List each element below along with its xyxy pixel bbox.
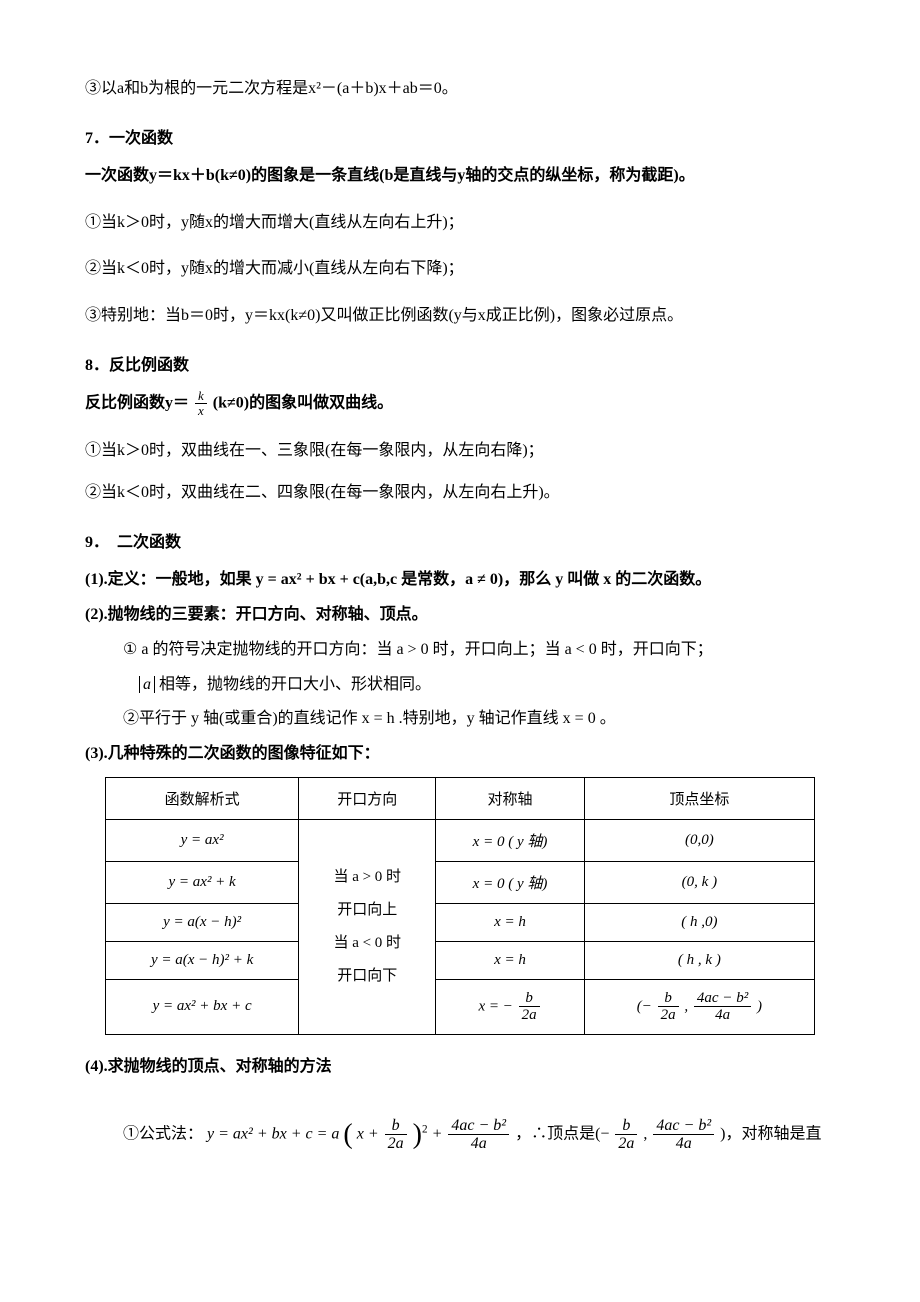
text: ②当k＜0时，y随x的增大而减小(直线从左向右下降)； (85, 260, 464, 277)
inverse-case-2: ②当k＜0时，双曲线在二、四象限(在每一象限内，从左向右上升)。 (85, 479, 835, 508)
inverse-case-1: ①当k＞0时，双曲线在一、三象限(在每一象限内，从左向右降)； (85, 437, 835, 466)
heading-linear-function: 7．一次函数 (85, 124, 835, 148)
text: (3).几种特殊的二次函数的图像特征如下： (85, 745, 380, 762)
text: ②当k＜0时，双曲线在二、四象限(在每一象限内，从左向右上升)。 (85, 484, 560, 501)
vertex-cell: ( h ,0) (584, 903, 814, 941)
text-post: (k≠0)的图象叫做双曲线。 (213, 394, 393, 411)
formula-a: y = ax² + bx + c = a (207, 1125, 339, 1142)
text: ① a 的符号决定抛物线的开口方向：当 a > 0 时，开口向上；当 a < 0… (123, 641, 713, 658)
parabola-axis-parallel: ②平行于 y 轴(或重合)的直线记作 x = h .特别地，y 轴记作直线 x … (85, 705, 835, 734)
linear-case-2: ②当k＜0时，y随x的增大而减小(直线从左向右下降)； (85, 255, 835, 284)
frac-b-2a-2: b 2a (615, 1117, 637, 1153)
func-cell: y = ax² (106, 819, 299, 861)
heading-inverse-function: 8．反比例函数 (85, 351, 835, 375)
vertex-cell: (0,0) (584, 819, 814, 861)
header-direction: 开口方向 (299, 777, 436, 819)
table-row: y = ax² 当 a > 0 时 开口向上 当 a < 0 时 开口向下 x … (106, 819, 815, 861)
dir-line4: 开口向下 (337, 968, 397, 984)
inverse-function-def: 反比例函数y＝ k x (k≠0)的图象叫做双曲线。 (85, 389, 835, 419)
text: ①当k＞0时，双曲线在一、三象限(在每一象限内，从左向右降)； (85, 442, 544, 459)
vertex-cell: ( h , k ) (584, 941, 814, 979)
axis-cell: x = 0 ( y 轴) (436, 819, 584, 861)
axis-cell: x = 0 ( y 轴) (436, 861, 584, 903)
text: ③特别地：当b＝0时，y＝kx(k≠0)又叫做正比例函数(y与x成正比例)，图象… (85, 307, 683, 324)
text: ②平行于 y 轴(或重合)的直线记作 x = h .特别地，y 轴记作直线 x … (123, 710, 616, 727)
quadratic-forms-table: 函数解析式 开口方向 对称轴 顶点坐标 y = ax² 当 a > 0 时 开口… (105, 777, 815, 1035)
heading-text: 7．一次函数 (85, 130, 173, 147)
header-function: 函数解析式 (106, 777, 299, 819)
text: ①当k＞0时，y随x的增大而增大(直线从左向右上升)； (85, 214, 464, 231)
frac-b-2a-1: b 2a (385, 1117, 407, 1153)
direction-cell: 当 a > 0 时 开口向上 当 a < 0 时 开口向下 (299, 819, 436, 1034)
table-row: y = a(x − h)² + k x = h ( h , k ) (106, 941, 815, 979)
vertex-frac-1: b 2a (658, 990, 679, 1024)
text-pre: ①公式法： (123, 1125, 203, 1142)
linear-case-1: ①当k＞0时，y随x的增大而增大(直线从左向右上升)； (85, 209, 835, 238)
axis-cell: x = h (436, 903, 584, 941)
text: ③以a和b为根的一元二次方程是x²－(a＋b)x＋ab＝0。 (85, 80, 458, 97)
frac-4ac-b2-1: 4ac − b² 4a (448, 1117, 509, 1153)
vertex-cell: (− b 2a , 4ac − b² 4a ) (584, 979, 814, 1034)
text: (4).求抛物线的顶点、对称轴的方法 (85, 1058, 332, 1075)
denominator: x (195, 404, 207, 418)
text: 相等，抛物线的开口大小、形状相同。 (159, 676, 431, 693)
axis-fraction: b 2a (519, 990, 540, 1024)
dir-line2: 开口向上 (337, 902, 397, 918)
formula-method: ①公式法： y = ax² + bx + c = a ( x + b 2a )2… (85, 1100, 835, 1170)
vertex-pre: (− (637, 998, 652, 1014)
heading-text: 8．反比例函数 (85, 357, 189, 374)
func-cell: y = ax² + bx + c (106, 979, 299, 1034)
linear-case-3: ③特别地：当b＝0时，y＝kx(k≠0)又叫做正比例函数(y与x成正比例)，图象… (85, 302, 835, 331)
dir-line3: 当 a < 0 时 (333, 935, 401, 951)
numerator: k (195, 389, 207, 404)
fraction-k-over-x: k x (195, 389, 207, 419)
quadratic-definition: (1).定义：一般地，如果 y = ax² + bx + c(a,b,c 是常数… (85, 566, 835, 595)
special-quadratic-heading: (3).几种特殊的二次函数的图像特征如下： (85, 740, 835, 769)
heading-text: 9． 二次函数 (85, 534, 181, 551)
func-cell: y = a(x − h)² (106, 903, 299, 941)
linear-function-def: 一次函数y＝kx＋b(k≠0)的图象是一条直线(b是直线与y轴的交点的纵坐标，称… (85, 162, 835, 191)
axis-cell: x = h (436, 941, 584, 979)
frac-4ac-b2-2: 4ac − b² 4a (653, 1117, 714, 1153)
formula-c: + (432, 1125, 447, 1142)
axis-cell: x = − b 2a (436, 979, 584, 1034)
parabola-three-elements: (2).抛物线的三要素：开口方向、对称轴、顶点。 (85, 601, 835, 630)
formula-f: )，对称轴是直 (720, 1125, 821, 1142)
formula-e: , (643, 1125, 651, 1142)
table-header-row: 函数解析式 开口方向 对称轴 顶点坐标 (106, 777, 815, 819)
axis-pre: x = − (478, 998, 512, 1014)
table-row: y = a(x − h)² x = h ( h ,0) (106, 903, 815, 941)
header-axis: 对称轴 (436, 777, 584, 819)
header-vertex: 顶点坐标 (584, 777, 814, 819)
parabola-abs-a: a 相等，抛物线的开口大小、形状相同。 (85, 671, 835, 700)
table-row: y = ax² + k x = 0 ( y 轴) (0, k ) (106, 861, 815, 903)
vertex-mid: , (684, 998, 692, 1014)
dir-line1: 当 a > 0 时 (333, 869, 401, 885)
root-formula-line: ③以a和b为根的一元二次方程是x²－(a＋b)x＋ab＝0。 (85, 75, 835, 104)
vertex-axis-methods-heading: (4).求抛物线的顶点、对称轴的方法 (85, 1053, 835, 1082)
heading-quadratic-function: 9． 二次函数 (85, 528, 835, 552)
parabola-opening-direction: ① a 的符号决定抛物线的开口方向：当 a > 0 时，开口向上；当 a < 0… (85, 636, 835, 665)
abs-a: a (139, 676, 155, 693)
vertex-post: ) (757, 998, 762, 1014)
func-cell: y = a(x − h)² + k (106, 941, 299, 979)
formula-b: x + (357, 1125, 383, 1142)
text: (2).抛物线的三要素：开口方向、对称轴、顶点。 (85, 606, 428, 623)
table-row: y = ax² + bx + c x = − b 2a (− b 2a , 4a… (106, 979, 815, 1034)
text: (1).定义：一般地，如果 y = ax² + bx + c(a,b,c 是常数… (85, 571, 711, 588)
vertex-cell: (0, k ) (584, 861, 814, 903)
text: 一次函数y＝kx＋b(k≠0)的图象是一条直线(b是直线与y轴的交点的纵坐标，称… (85, 167, 695, 184)
vertex-frac-2: 4ac − b² 4a (694, 990, 751, 1024)
text-pre: 反比例函数y＝ (85, 394, 189, 411)
formula-d: ，∴顶点是(− (515, 1125, 609, 1142)
func-cell: y = ax² + k (106, 861, 299, 903)
